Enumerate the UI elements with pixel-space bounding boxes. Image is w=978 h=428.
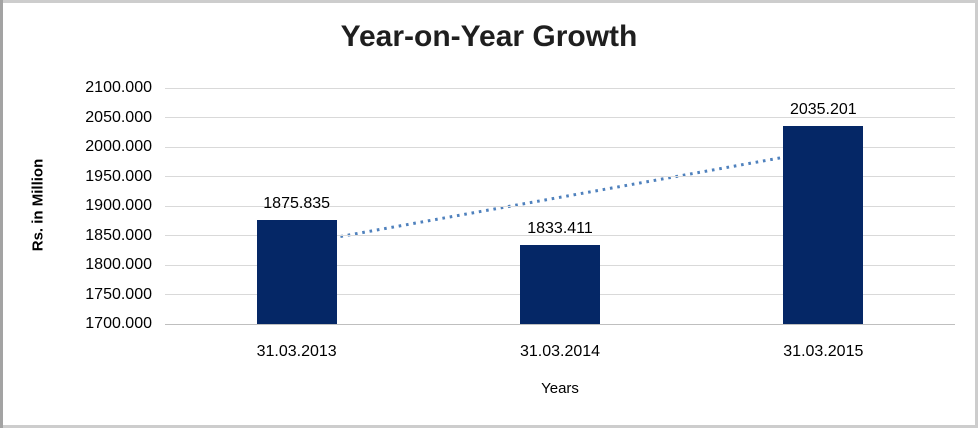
x-category-label: 31.03.2014 [519, 343, 601, 360]
gridline [165, 176, 955, 177]
y-tick-label: 1700.000 [85, 315, 152, 332]
gridline [165, 205, 955, 207]
gridline [165, 87, 955, 89]
y-tick-label: 2100.000 [85, 79, 152, 96]
bar-value-label: 1875.835 [263, 195, 331, 213]
bar [783, 126, 864, 324]
gridline [165, 146, 955, 148]
x-axis-title: Years [541, 380, 579, 397]
gridline [165, 117, 955, 118]
gridline [165, 235, 955, 236]
y-tick-label: 2050.000 [85, 108, 152, 126]
x-category-label: 31.03.2013 [256, 343, 337, 360]
y-axis-title: Rs. in Million [29, 158, 47, 252]
y-tick-label: 1800.000 [85, 256, 152, 273]
gridline [165, 323, 955, 325]
y-tick-label: 1750.000 [85, 285, 152, 303]
bar [256, 220, 337, 324]
bar-value-label: 1833.411 [527, 220, 593, 238]
x-category-label: 31.03.2015 [783, 343, 864, 360]
chart-title: Year-on-Year Growth [340, 20, 638, 53]
y-tick-label: 1900.000 [85, 197, 152, 214]
bar [520, 245, 600, 324]
y-tick-label: 1950.000 [85, 167, 152, 185]
bar-value-label: 2035.201 [789, 101, 857, 119]
y-tick-label: 1850.000 [85, 226, 152, 244]
y-tick-label: 2000.000 [85, 138, 152, 155]
